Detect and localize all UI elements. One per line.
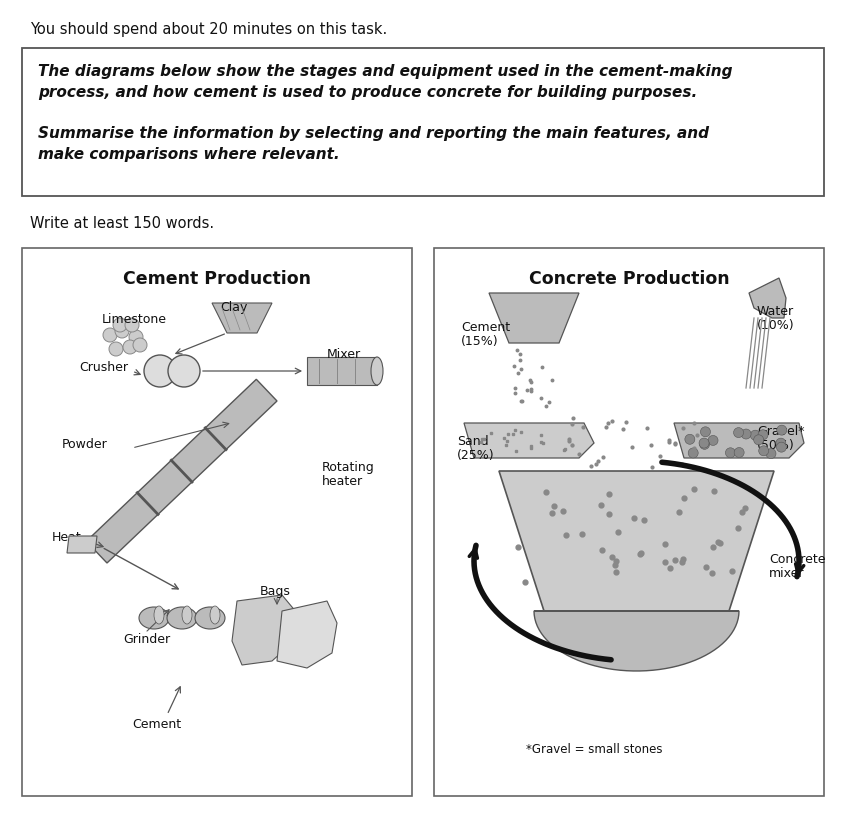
Text: Concrete: Concrete bbox=[769, 553, 826, 566]
Circle shape bbox=[700, 427, 711, 437]
FancyBboxPatch shape bbox=[434, 248, 824, 796]
Circle shape bbox=[725, 448, 735, 458]
Text: Grinder: Grinder bbox=[124, 633, 171, 646]
Circle shape bbox=[700, 439, 710, 450]
Text: The diagrams below show the stages and equipment used in the cement-making
proce: The diagrams below show the stages and e… bbox=[38, 64, 733, 100]
Text: mixer: mixer bbox=[769, 567, 805, 580]
Polygon shape bbox=[749, 278, 786, 318]
Circle shape bbox=[759, 446, 769, 456]
Circle shape bbox=[123, 340, 137, 354]
Text: Clay: Clay bbox=[220, 301, 248, 314]
Text: Rotating: Rotating bbox=[322, 461, 375, 474]
Circle shape bbox=[754, 435, 764, 445]
FancyBboxPatch shape bbox=[22, 48, 824, 196]
Circle shape bbox=[766, 449, 776, 459]
Polygon shape bbox=[277, 601, 337, 668]
Polygon shape bbox=[86, 379, 277, 563]
Text: (50%): (50%) bbox=[757, 439, 794, 452]
Text: Concrete Production: Concrete Production bbox=[529, 270, 729, 288]
Circle shape bbox=[708, 436, 718, 446]
Polygon shape bbox=[534, 611, 739, 671]
Text: (10%): (10%) bbox=[757, 319, 794, 332]
Polygon shape bbox=[212, 303, 272, 333]
Text: heater: heater bbox=[322, 475, 363, 488]
FancyBboxPatch shape bbox=[22, 248, 412, 796]
Circle shape bbox=[750, 430, 761, 440]
Text: Cement: Cement bbox=[461, 321, 510, 334]
Text: Mixer: Mixer bbox=[327, 348, 361, 361]
Circle shape bbox=[129, 330, 143, 344]
Text: Cement: Cement bbox=[133, 718, 182, 731]
Text: Write at least 150 words.: Write at least 150 words. bbox=[30, 216, 214, 231]
Circle shape bbox=[109, 342, 123, 356]
Circle shape bbox=[144, 355, 176, 387]
Circle shape bbox=[115, 324, 129, 338]
Circle shape bbox=[699, 438, 709, 448]
Text: Water: Water bbox=[757, 305, 794, 318]
Polygon shape bbox=[489, 293, 579, 343]
Polygon shape bbox=[674, 423, 804, 458]
Circle shape bbox=[103, 328, 117, 342]
FancyBboxPatch shape bbox=[307, 357, 377, 385]
Text: Cement Production: Cement Production bbox=[123, 270, 311, 288]
Text: (15%): (15%) bbox=[461, 335, 498, 348]
Circle shape bbox=[168, 355, 200, 387]
Circle shape bbox=[777, 442, 787, 452]
Ellipse shape bbox=[210, 606, 220, 624]
Circle shape bbox=[777, 425, 787, 435]
Text: Heat: Heat bbox=[52, 531, 82, 544]
Circle shape bbox=[133, 338, 147, 352]
Ellipse shape bbox=[167, 607, 197, 629]
Text: Crusher: Crusher bbox=[79, 361, 128, 374]
Ellipse shape bbox=[195, 607, 225, 629]
Text: Gravel*: Gravel* bbox=[757, 425, 805, 438]
Circle shape bbox=[733, 428, 744, 437]
Ellipse shape bbox=[154, 606, 164, 624]
Text: You should spend about 20 minutes on this task.: You should spend about 20 minutes on thi… bbox=[30, 22, 387, 37]
Circle shape bbox=[741, 429, 751, 439]
Polygon shape bbox=[499, 471, 774, 611]
Polygon shape bbox=[67, 536, 97, 553]
Text: (25%): (25%) bbox=[457, 449, 495, 462]
Circle shape bbox=[685, 434, 695, 444]
Polygon shape bbox=[232, 595, 297, 665]
Circle shape bbox=[734, 447, 744, 458]
Text: Sand: Sand bbox=[457, 435, 489, 448]
Polygon shape bbox=[464, 423, 594, 458]
Ellipse shape bbox=[371, 357, 383, 385]
Circle shape bbox=[758, 430, 768, 440]
Ellipse shape bbox=[139, 607, 169, 629]
Text: Limestone: Limestone bbox=[102, 313, 167, 326]
Text: Summarise the information by selecting and reporting the main features, and
make: Summarise the information by selecting a… bbox=[38, 126, 709, 162]
Text: *Gravel = small stones: *Gravel = small stones bbox=[525, 743, 662, 756]
Circle shape bbox=[688, 448, 698, 458]
Text: Bags: Bags bbox=[260, 585, 290, 598]
Text: Powder: Powder bbox=[62, 438, 107, 451]
Ellipse shape bbox=[182, 606, 192, 624]
Circle shape bbox=[776, 438, 786, 448]
Circle shape bbox=[113, 318, 127, 332]
Circle shape bbox=[125, 318, 139, 332]
